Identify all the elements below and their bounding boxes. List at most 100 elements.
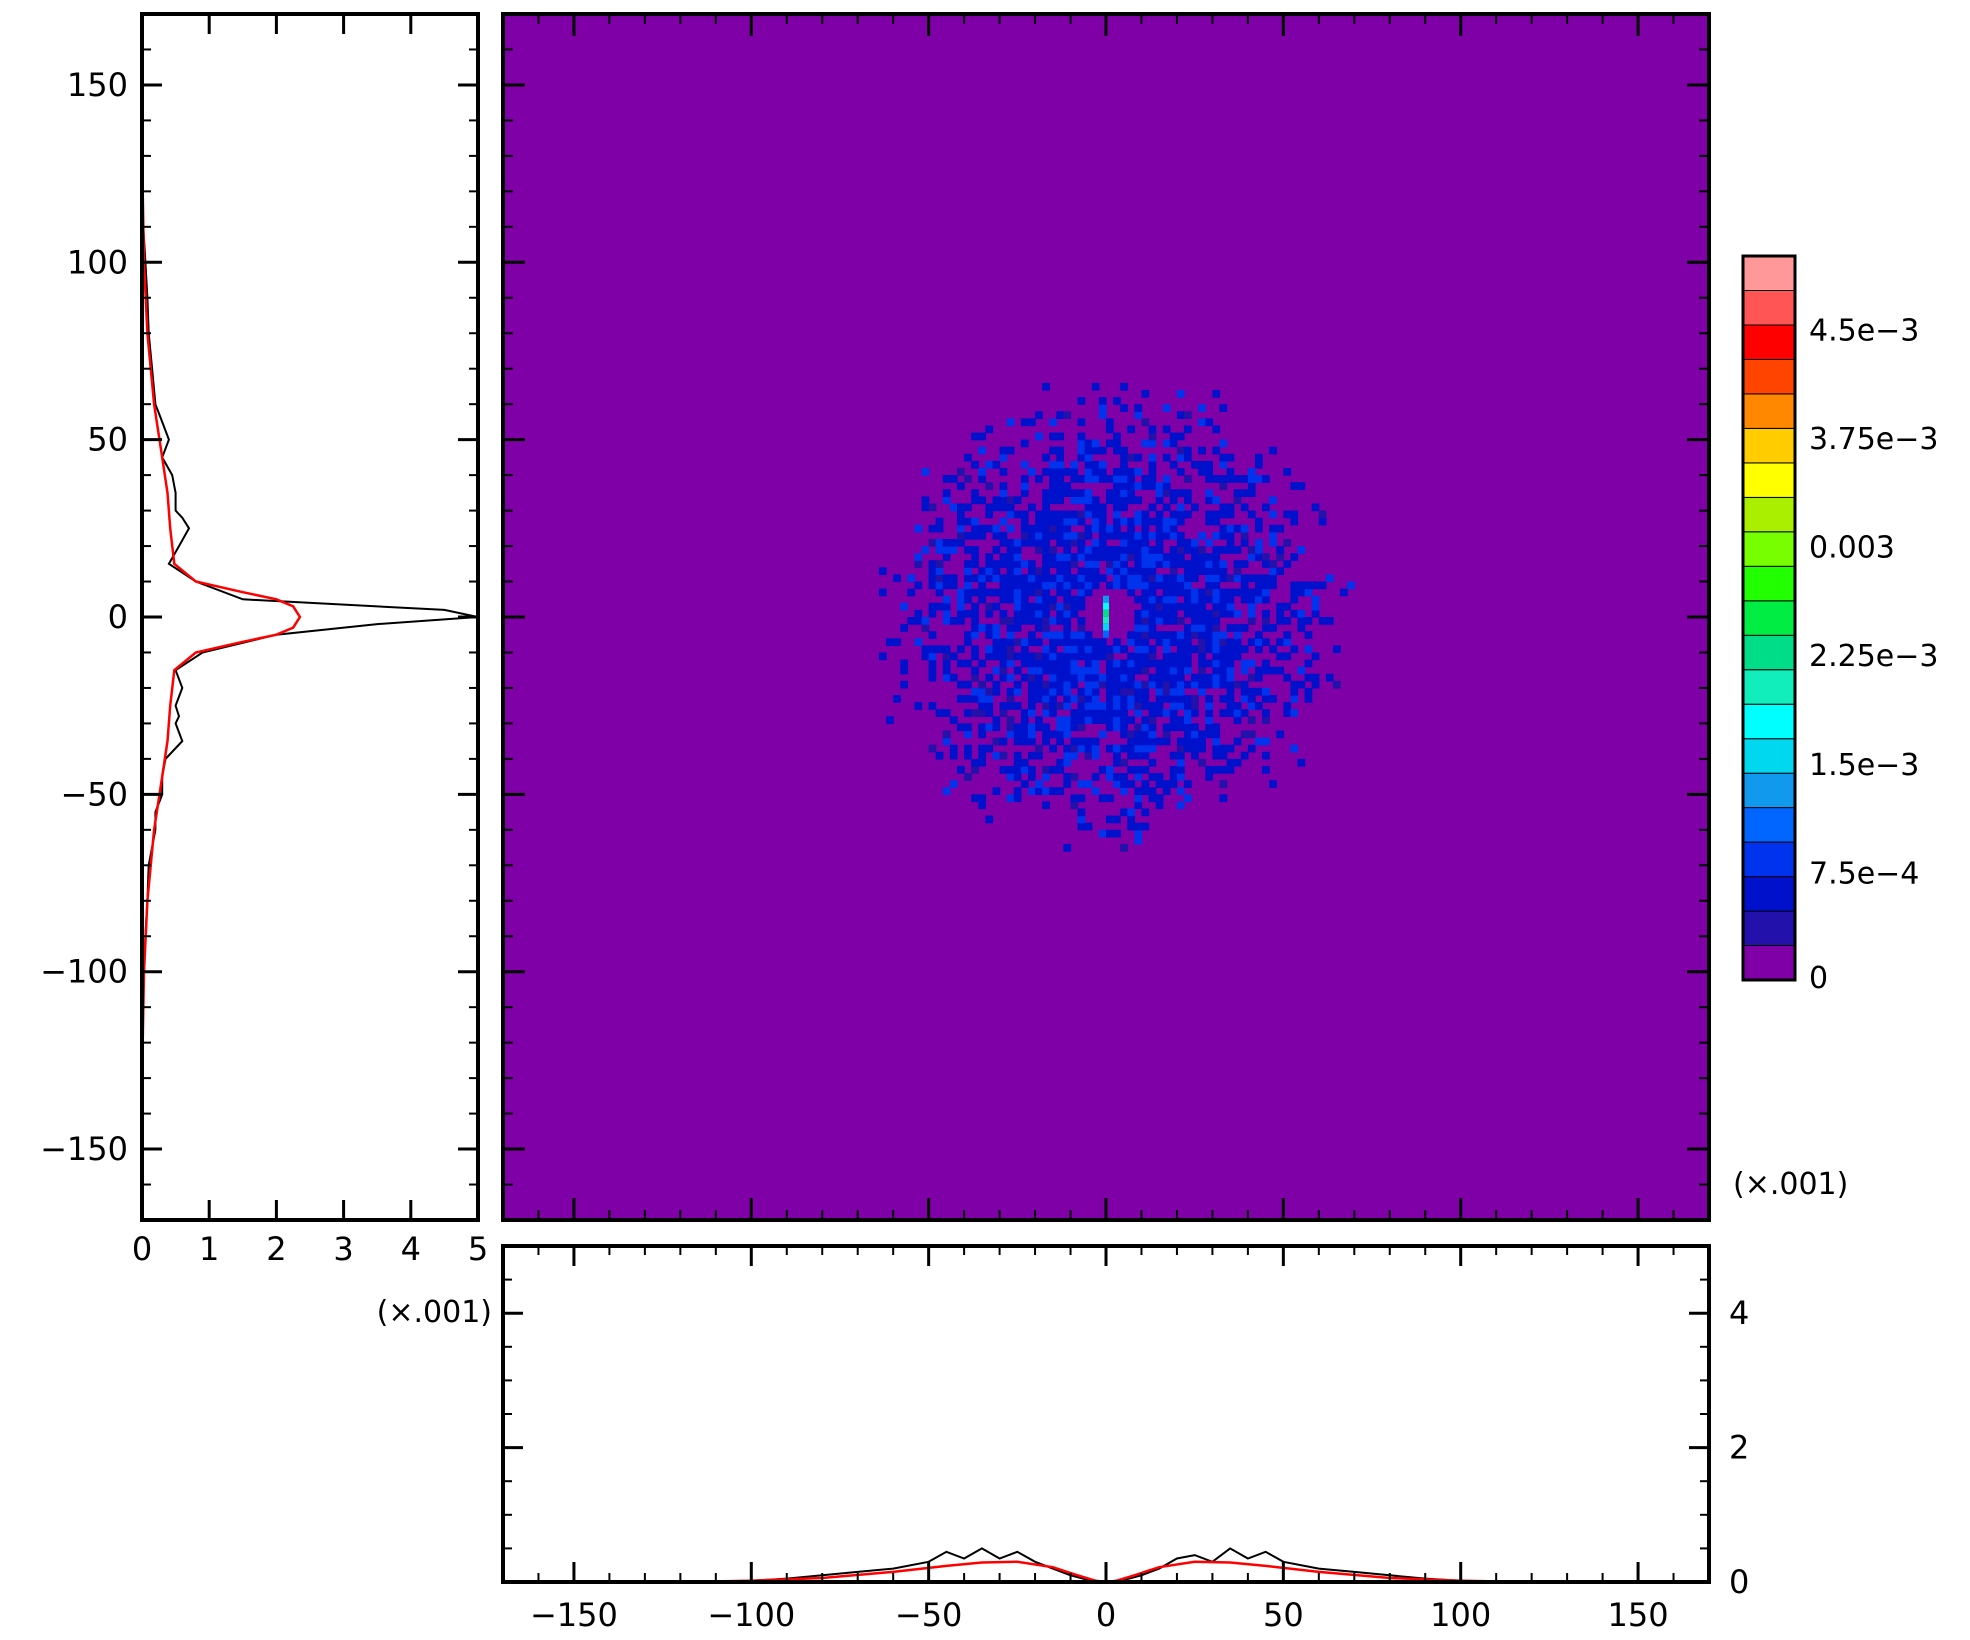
bottom-profile-x-tick-label: −50	[895, 1596, 963, 1634]
heatmap-cell	[1063, 730, 1072, 739]
heatmap-cell	[1020, 482, 1029, 490]
heatmap-cell	[1028, 687, 1036, 696]
heatmap-cell	[1219, 659, 1228, 668]
heatmap-cell	[1162, 730, 1171, 739]
heatmap-cell	[1084, 751, 1093, 760]
heatmap-cell	[1169, 617, 1178, 625]
colorbar-swatch	[1742, 945, 1796, 981]
heatmap-cell	[1198, 460, 1206, 469]
heatmap-cell	[1141, 531, 1150, 540]
heatmap-cell	[1056, 489, 1064, 497]
heatmap-cell	[935, 539, 944, 547]
heatmap-cell	[1311, 652, 1320, 661]
heatmap-cell	[1077, 780, 1086, 788]
left-profile-x-tick-label: 2	[266, 1230, 286, 1268]
heatmap-cell	[1049, 475, 1057, 483]
heatmap-cell	[1141, 475, 1150, 483]
heatmap-cell	[978, 709, 986, 717]
heatmap-cell	[1006, 695, 1015, 703]
heatmap-cell	[1233, 609, 1242, 618]
heatmap-cell	[992, 645, 1001, 654]
heatmap-cell	[1127, 702, 1135, 710]
heatmap-cell	[999, 539, 1008, 547]
heatmap-cell	[964, 730, 972, 739]
colorbar-swatch	[1742, 496, 1796, 533]
heatmap-cell	[1255, 687, 1263, 696]
heatmap-cell	[1155, 531, 1164, 540]
bottom-profile-x-tick-label: 50	[1263, 1596, 1304, 1634]
heatmap-cell	[1028, 723, 1036, 732]
heatmap-cell	[928, 602, 937, 611]
heatmap-cell	[928, 631, 937, 639]
heatmap-cell	[1028, 617, 1036, 625]
heatmap-cell	[1205, 574, 1213, 583]
heatmap-cell	[964, 723, 972, 732]
heatmap-cell	[1120, 702, 1128, 710]
heatmap-cell	[1162, 404, 1171, 412]
heatmap-cell	[928, 673, 937, 682]
heatmap-cell	[1162, 553, 1171, 561]
heatmap-cell	[1056, 432, 1064, 441]
heatmap-cell	[1184, 581, 1192, 590]
heatmap-cell	[1113, 475, 1121, 483]
heatmap-cell	[1006, 503, 1015, 512]
heatmap-cell	[1176, 553, 1185, 561]
heatmap-cell	[1063, 638, 1072, 646]
heatmap-cell	[900, 602, 908, 611]
heatmap-cell	[1262, 595, 1270, 604]
heatmap-cell	[1269, 780, 1277, 788]
heatmap-cell	[1141, 808, 1150, 817]
heatmap-cell	[942, 787, 951, 795]
heatmap-cell	[1056, 659, 1064, 668]
heatmap-cell	[1056, 453, 1064, 462]
heatmap-cell	[1233, 716, 1242, 724]
heatmap-cell	[1155, 702, 1164, 710]
heatmap-cell	[879, 567, 887, 575]
heatmap-cell	[914, 524, 923, 533]
bottom-profile-histogram-line	[503, 1547, 1709, 1582]
heatmap-cell	[1247, 553, 1256, 561]
heatmap-cell	[1162, 659, 1171, 668]
heatmap-cell	[1155, 638, 1164, 646]
heatmap-cell	[1106, 773, 1114, 781]
heatmap-cell	[1106, 524, 1114, 533]
heatmap-cell	[1169, 751, 1178, 760]
heatmap-cell	[1269, 560, 1277, 568]
heatmap-cell	[914, 609, 923, 618]
heatmap-cell	[1028, 581, 1036, 590]
heatmap-cell	[1169, 517, 1178, 526]
heatmap-cell	[1155, 801, 1164, 810]
heatmap-cell	[1134, 453, 1143, 462]
heatmap-cell	[1098, 794, 1107, 803]
heatmap-cell	[1106, 567, 1114, 575]
heatmap-cell	[1134, 744, 1143, 753]
heatmap-cell	[1013, 560, 1022, 568]
heatmap-cell	[1091, 574, 1100, 583]
heatmap-cell	[1084, 780, 1093, 788]
heatmap-cell	[1063, 602, 1072, 611]
heatmap-cell	[1141, 723, 1150, 732]
heatmap-cell	[1212, 631, 1221, 639]
heatmap-cell	[1127, 581, 1135, 590]
heatmap-cell	[1255, 546, 1263, 554]
heatmap-cell	[1134, 517, 1143, 526]
heatmap-cell	[1184, 737, 1192, 746]
heatmap-cell	[1084, 531, 1093, 540]
heatmap-cell	[985, 425, 994, 434]
heatmap-cell	[1283, 617, 1292, 625]
heatmap-cell	[1247, 695, 1256, 703]
heatmap-cell	[1006, 524, 1015, 533]
heatmap-cell	[1219, 439, 1228, 448]
heatmap-cell	[1042, 574, 1050, 583]
heatmap-cell	[1347, 581, 1355, 590]
heatmap-cell	[957, 524, 965, 533]
heatmap-cell	[1113, 439, 1121, 448]
heatmap-cell	[1127, 588, 1135, 597]
heatmap-cell	[992, 680, 1001, 689]
heatmap-cell	[1035, 780, 1043, 788]
heatmap-cell	[1198, 645, 1206, 654]
heatmap-cell	[1198, 617, 1206, 625]
heatmap-cell	[1148, 609, 1157, 618]
heatmap-cell	[1042, 453, 1050, 462]
heatmap-cell	[1226, 531, 1235, 540]
